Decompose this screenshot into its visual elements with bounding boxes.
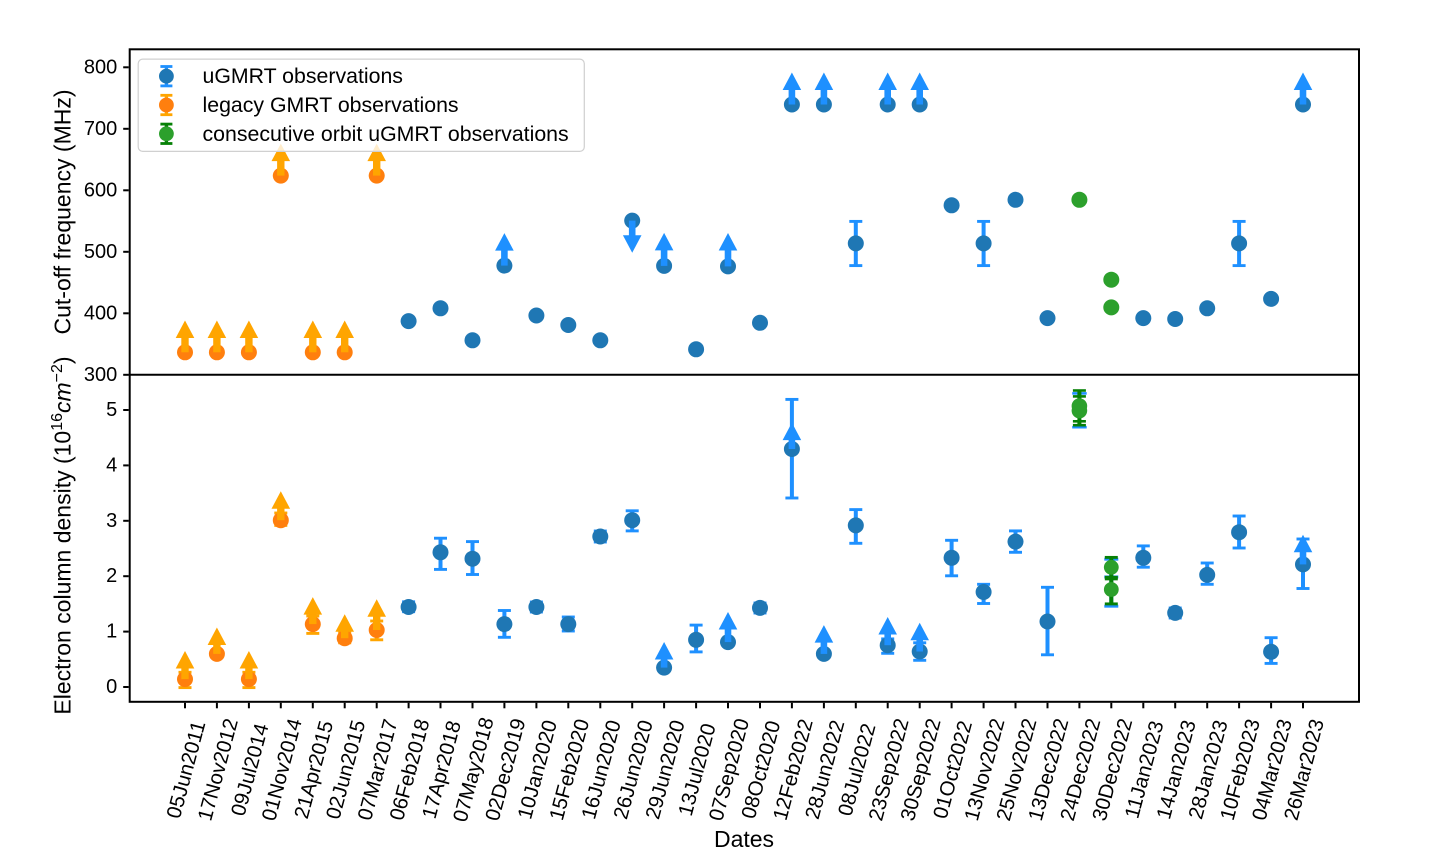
svg-text:Electron column density (1016c: Electron column density (1016cm−2) xyxy=(49,356,76,714)
svg-text:Dates: Dates xyxy=(714,826,774,852)
svg-text:consecutive orbit uGMRT observ: consecutive orbit uGMRT observations xyxy=(203,122,569,146)
svg-text:4: 4 xyxy=(106,454,117,476)
svg-text:legacy GMRT observations: legacy GMRT observations xyxy=(203,93,459,117)
svg-text:1: 1 xyxy=(106,621,117,643)
svg-text:300: 300 xyxy=(84,364,117,386)
svg-text:2: 2 xyxy=(106,565,117,587)
svg-text:400: 400 xyxy=(84,302,117,324)
svg-text:3: 3 xyxy=(106,510,117,532)
svg-text:Cut-off frequency (MHz): Cut-off frequency (MHz) xyxy=(50,90,76,335)
svg-text:uGMRT observations: uGMRT observations xyxy=(203,64,403,88)
svg-text:700: 700 xyxy=(84,118,117,140)
svg-text:800: 800 xyxy=(84,56,117,78)
svg-text:500: 500 xyxy=(84,241,117,263)
svg-text:600: 600 xyxy=(84,179,117,201)
svg-text:0: 0 xyxy=(106,676,117,698)
svg-text:5: 5 xyxy=(106,399,117,421)
